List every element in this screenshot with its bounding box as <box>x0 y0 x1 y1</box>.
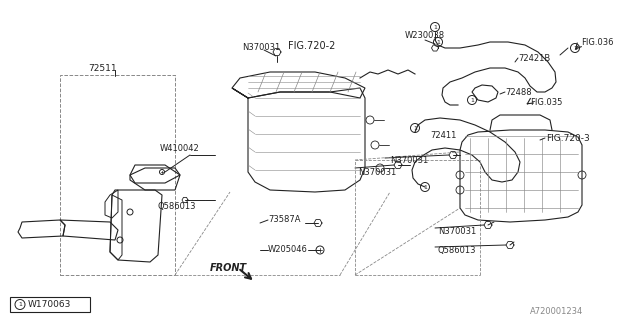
Text: N370031: N370031 <box>242 43 280 52</box>
Text: 72511: 72511 <box>88 63 116 73</box>
Bar <box>60 75 175 275</box>
Text: 1: 1 <box>413 125 417 131</box>
Text: 72411: 72411 <box>430 131 456 140</box>
Text: N370031: N370031 <box>390 156 428 164</box>
Text: Q586013: Q586013 <box>438 245 477 254</box>
Text: 1: 1 <box>436 39 440 44</box>
Text: 1: 1 <box>573 45 577 51</box>
Text: FRONT: FRONT <box>210 263 247 273</box>
Text: W230038: W230038 <box>405 30 445 39</box>
Text: 1: 1 <box>470 98 474 102</box>
Text: FIG.720-2: FIG.720-2 <box>288 41 335 51</box>
Text: N370031: N370031 <box>358 167 396 177</box>
Text: FIG.035: FIG.035 <box>530 98 563 107</box>
Text: A720001234: A720001234 <box>530 308 583 316</box>
Text: W170063: W170063 <box>28 300 72 309</box>
Text: FIG.036: FIG.036 <box>581 37 614 46</box>
Text: 1: 1 <box>18 302 22 307</box>
Text: 73587A: 73587A <box>268 215 301 225</box>
Text: 72421B: 72421B <box>518 53 550 62</box>
Text: 1: 1 <box>423 185 427 189</box>
Text: Q586013: Q586013 <box>157 203 195 212</box>
Bar <box>10 297 90 312</box>
Text: 1: 1 <box>433 25 437 29</box>
Text: FIG.720-3: FIG.720-3 <box>546 133 589 142</box>
Text: W205046: W205046 <box>268 245 308 254</box>
Text: N370031: N370031 <box>438 228 476 236</box>
Text: W410042: W410042 <box>160 143 200 153</box>
Text: 72488: 72488 <box>505 87 532 97</box>
